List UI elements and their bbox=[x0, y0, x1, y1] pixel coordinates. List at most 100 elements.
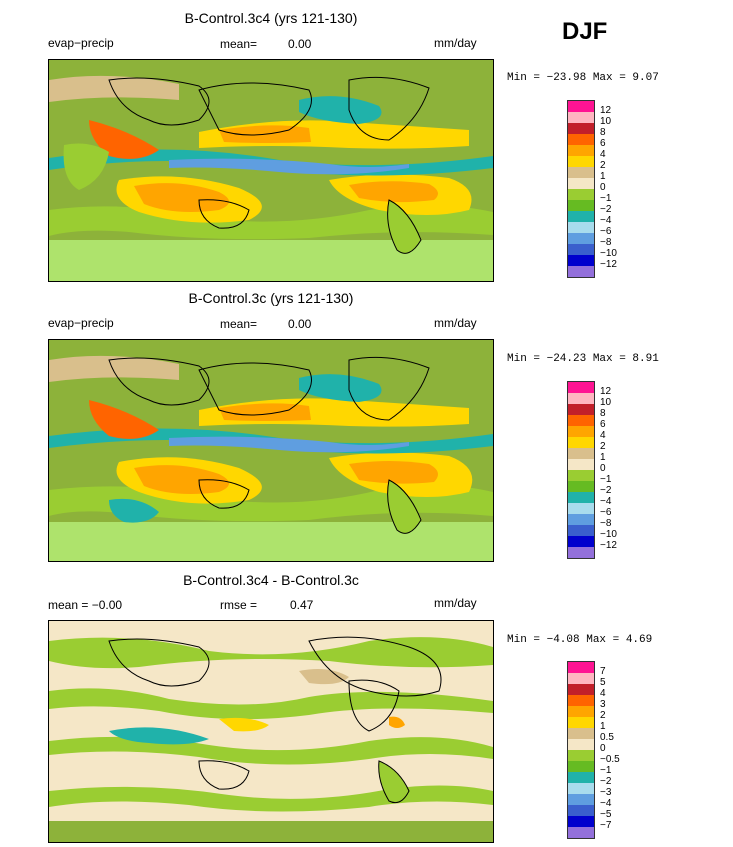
colorbar-tick-label: 4 bbox=[600, 430, 606, 441]
panel-3-map-graphic bbox=[49, 621, 493, 842]
colorbar-tick-label: −3 bbox=[600, 787, 612, 798]
colorbar-swatch bbox=[567, 536, 595, 547]
panel-2-units: mm/day bbox=[434, 316, 477, 330]
colorbar-tick-label: 1 bbox=[600, 721, 606, 732]
panel-3-mean-label: mean = −0.00 bbox=[48, 598, 123, 612]
colorbar-tick-label: −7 bbox=[600, 820, 612, 831]
colorbar-tick-label: 2 bbox=[600, 710, 606, 721]
colorbar-swatch bbox=[567, 794, 595, 805]
panel-3-rmse-label: rmse = bbox=[220, 598, 258, 612]
season-label: DJF bbox=[562, 18, 608, 45]
colorbar-tick-label: 0 bbox=[600, 463, 606, 474]
colorbar-tick-label: −12 bbox=[600, 540, 617, 551]
colorbar-tick-label: −4 bbox=[600, 496, 612, 507]
colorbar-swatch bbox=[567, 222, 595, 233]
colorbar-tick-label: 4 bbox=[600, 149, 606, 160]
colorbar-tick-label: −5 bbox=[600, 809, 612, 820]
colorbar-tick-label: −0.5 bbox=[600, 754, 620, 765]
panel-3-colorbar-swatches bbox=[567, 661, 595, 839]
colorbar-tick-label: 2 bbox=[600, 160, 606, 171]
colorbar-swatch bbox=[567, 381, 595, 393]
colorbar-tick-label: −8 bbox=[600, 237, 612, 248]
panel-1-title: B-Control.3c4 (yrs 121-130) bbox=[184, 10, 358, 26]
colorbar-tick-label: −4 bbox=[600, 798, 612, 809]
colorbar-swatch bbox=[567, 525, 595, 536]
colorbar-tick-label: 1 bbox=[600, 452, 606, 463]
panel-2-mean-label: mean= bbox=[220, 317, 258, 331]
panel-2-colorbar: 12 10 8 6 4 2 1 0 −1 −2 −4 −6 −8 −10 −12 bbox=[567, 381, 617, 559]
colorbar-swatch bbox=[567, 233, 595, 244]
colorbar-tick-label: −6 bbox=[600, 226, 612, 237]
colorbar-swatch bbox=[567, 750, 595, 761]
colorbar-tick-label: −2 bbox=[600, 204, 612, 215]
panel-1-mean-label: mean= bbox=[220, 37, 258, 51]
colorbar-swatch bbox=[567, 695, 595, 706]
colorbar-swatch bbox=[567, 178, 595, 189]
colorbar-tick-label: 6 bbox=[600, 419, 606, 430]
colorbar-tick-label: 0 bbox=[600, 182, 606, 193]
colorbar-swatch bbox=[567, 200, 595, 211]
colorbar-swatch bbox=[567, 783, 595, 794]
colorbar-tick-label: 4 bbox=[600, 688, 606, 699]
colorbar-swatch bbox=[567, 123, 595, 134]
colorbar-swatch bbox=[567, 728, 595, 739]
colorbar-swatch bbox=[567, 134, 595, 145]
colorbar-swatch bbox=[567, 816, 595, 827]
colorbar-swatch bbox=[567, 112, 595, 123]
colorbar-tick-label: −2 bbox=[600, 485, 612, 496]
colorbar-tick-label: 0.5 bbox=[600, 732, 614, 743]
panel-3-title: B-Control.3c4 - B-Control.3c bbox=[183, 572, 359, 588]
colorbar-tick-label: −1 bbox=[600, 765, 612, 776]
colorbar-tick-label: 8 bbox=[600, 127, 606, 138]
colorbar-swatch bbox=[567, 393, 595, 404]
colorbar-swatch bbox=[567, 211, 595, 222]
colorbar-swatch bbox=[567, 426, 595, 437]
panel-3-units: mm/day bbox=[434, 596, 477, 610]
colorbar-swatch bbox=[567, 255, 595, 266]
colorbar-swatch bbox=[567, 717, 595, 728]
colorbar-swatch bbox=[567, 706, 595, 717]
colorbar-tick-label: −6 bbox=[600, 507, 612, 518]
colorbar-swatch bbox=[567, 761, 595, 772]
panel-2-title: B-Control.3c (yrs 121-130) bbox=[188, 290, 354, 306]
panel-3-colorbar: 7 5 4 3 2 1 0.5 0 −0.5 −1 −2 −3 −4 −5 −7 bbox=[567, 661, 620, 839]
colorbar-swatch bbox=[567, 547, 595, 559]
colorbar-swatch bbox=[567, 100, 595, 112]
panel-1-colorbar: 12 10 8 6 4 2 1 0 −1 −2 −4 −6 −8 −10 −12 bbox=[567, 100, 617, 278]
colorbar-swatch bbox=[567, 437, 595, 448]
panel-1-units: mm/day bbox=[434, 36, 477, 50]
colorbar-swatch bbox=[567, 145, 595, 156]
panel-2-variable-label: evap−precip bbox=[48, 316, 114, 330]
colorbar-swatch bbox=[567, 244, 595, 255]
colorbar-swatch bbox=[567, 448, 595, 459]
colorbar-tick-label: −12 bbox=[600, 259, 617, 270]
colorbar-tick-label: −1 bbox=[600, 193, 612, 204]
colorbar-tick-label: 6 bbox=[600, 138, 606, 149]
colorbar-swatch bbox=[567, 673, 595, 684]
panel-3-min-max: Min = −4.08 Max = 4.69 bbox=[507, 634, 653, 646]
panel-1-min-max: Min = −23.98 Max = 9.07 bbox=[507, 72, 659, 84]
panel-3-rmse-value: 0.47 bbox=[290, 598, 314, 612]
colorbar-swatch bbox=[567, 459, 595, 470]
panel-1-map bbox=[48, 59, 494, 282]
panel-2-map bbox=[48, 339, 494, 562]
colorbar-tick-label: 12 bbox=[600, 105, 612, 116]
colorbar-swatch bbox=[567, 481, 595, 492]
panel-1-variable-label: evap−precip bbox=[48, 36, 114, 50]
colorbar-swatch bbox=[567, 470, 595, 481]
colorbar-tick-label: 8 bbox=[600, 408, 606, 419]
panel-2-mean-value: 0.00 bbox=[288, 317, 312, 331]
colorbar-swatch bbox=[567, 827, 595, 839]
panel-2-map-graphic bbox=[49, 340, 493, 561]
colorbar-tick-label: 2 bbox=[600, 441, 606, 452]
colorbar-tick-label: 10 bbox=[600, 116, 612, 127]
colorbar-swatch bbox=[567, 167, 595, 178]
colorbar-swatch bbox=[567, 189, 595, 200]
colorbar-swatch bbox=[567, 404, 595, 415]
colorbar-swatch bbox=[567, 739, 595, 750]
panel-3-map bbox=[48, 620, 494, 843]
panel-2-colorbar-swatches bbox=[567, 381, 595, 559]
colorbar-tick-label: 10 bbox=[600, 397, 612, 408]
colorbar-tick-label: 0 bbox=[600, 743, 606, 754]
colorbar-swatch bbox=[567, 805, 595, 816]
